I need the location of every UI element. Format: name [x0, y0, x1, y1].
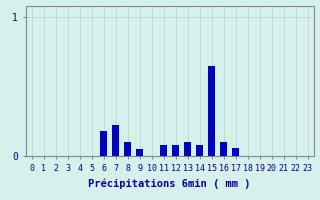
Bar: [196, 145, 203, 156]
X-axis label: Précipitations 6min ( mm ): Précipitations 6min ( mm ): [88, 178, 251, 189]
Bar: [124, 142, 131, 156]
Bar: [172, 145, 179, 156]
Bar: [184, 142, 191, 156]
Bar: [208, 66, 215, 156]
Bar: [100, 131, 107, 156]
Bar: [232, 148, 239, 156]
Bar: [160, 145, 167, 156]
Bar: [112, 125, 119, 156]
Bar: [136, 149, 143, 156]
Bar: [220, 142, 227, 156]
